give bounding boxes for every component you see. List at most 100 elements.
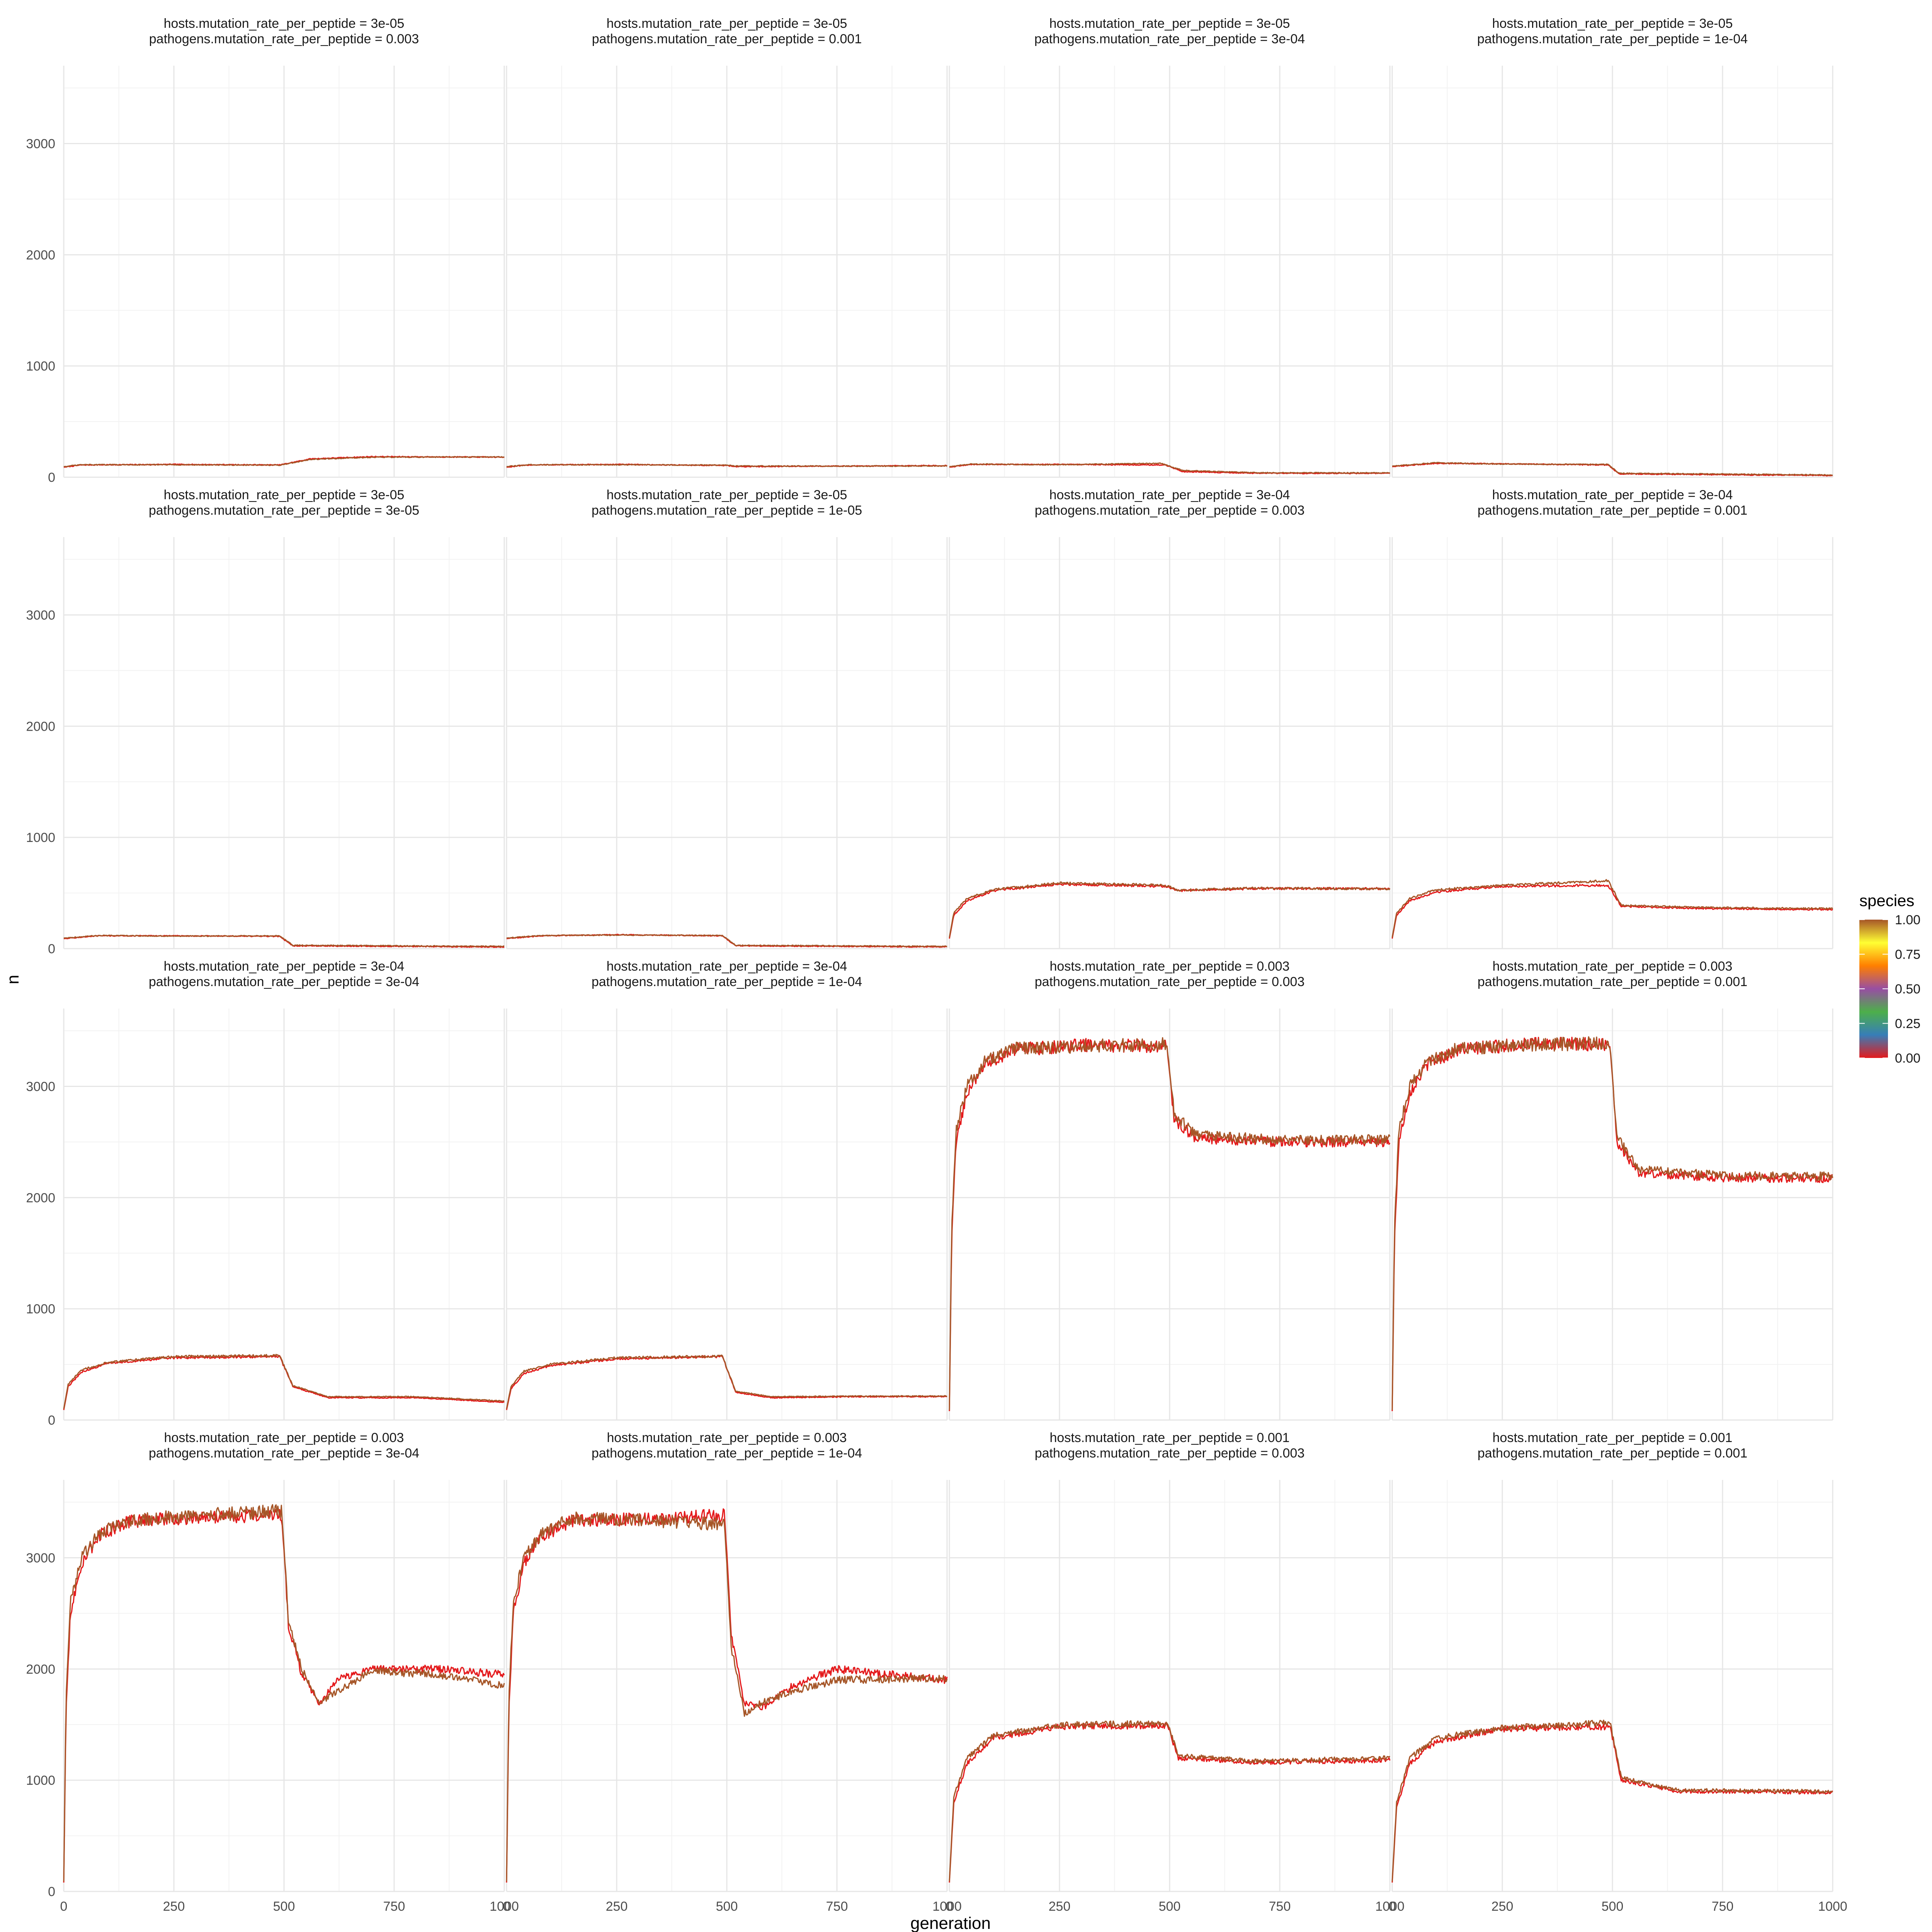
facet-strip-label: hosts.mutation_rate_per_peptide = 3e-05 — [607, 16, 847, 31]
facet-strip-label: pathogens.mutation_rate_per_peptide = 1e… — [592, 975, 862, 989]
series-line-species-1 — [949, 462, 1390, 474]
y-tick-label: 3000 — [26, 608, 55, 622]
facet-strip-label: hosts.mutation_rate_per_peptide = 0.003 — [164, 1430, 404, 1445]
series-line-species-1 — [1391, 879, 1833, 938]
x-tick-label: 1000 — [1375, 1899, 1405, 1914]
series-line-species-1 — [63, 1354, 505, 1409]
facet-strip-label: pathogens.mutation_rate_per_peptide = 0.… — [1035, 975, 1305, 989]
legend-title: species — [1859, 891, 1914, 910]
x-tick-label: 0 — [60, 1899, 68, 1914]
series-line-species-1 — [1392, 461, 1833, 476]
series-line-species-1 — [949, 881, 1391, 938]
facet-strip-label: pathogens.mutation_rate_per_peptide = 0.… — [1035, 503, 1305, 518]
x-axis-title: generation — [910, 1914, 991, 1932]
x-tick-label: 1000 — [490, 1899, 519, 1914]
facet-strip-label: hosts.mutation_rate_per_peptide = 3e-04 — [1049, 488, 1290, 502]
facet-panel: hosts.mutation_rate_per_peptide = 3e-04p… — [1391, 488, 1833, 949]
legend-tick-label: 0.00 — [1895, 1051, 1920, 1066]
y-tick-label: 1000 — [26, 1302, 55, 1316]
facet-panel: hosts.mutation_rate_per_peptide = 3e-05p… — [506, 16, 948, 478]
facet-panel: hosts.mutation_rate_per_peptide = 0.003p… — [26, 1430, 519, 1914]
x-tick-label: 250 — [163, 1899, 185, 1914]
facet-strip-label: pathogens.mutation_rate_per_peptide = 1e… — [592, 1446, 862, 1461]
legend-tick-label: 0.75 — [1895, 947, 1920, 962]
facet-strip-label: pathogens.mutation_rate_per_peptide = 3e… — [149, 1446, 419, 1461]
facet-strip-label: hosts.mutation_rate_per_peptide = 0.003 — [607, 1430, 847, 1445]
legend: species 0.00 0.25 0.50 0.75 1.00 — [1859, 891, 1920, 1066]
y-tick-label: 3000 — [26, 1551, 55, 1565]
facet-panels: hosts.mutation_rate_per_peptide = 3e-05p… — [26, 16, 1847, 1914]
facet-panel: hosts.mutation_rate_per_peptide = 3e-04p… — [949, 488, 1391, 949]
facet-panel: hosts.mutation_rate_per_peptide = 0.003p… — [503, 1430, 962, 1914]
x-tick-label: 750 — [826, 1899, 848, 1914]
x-tick-label: 500 — [1602, 1899, 1624, 1914]
facet-panel: hosts.mutation_rate_per_peptide = 0.003p… — [949, 959, 1391, 1421]
facet-strip-label: hosts.mutation_rate_per_peptide = 0.003 — [1050, 959, 1290, 974]
facet-panel: hosts.mutation_rate_per_peptide = 0.001p… — [946, 1430, 1405, 1914]
facet-strip-label: pathogens.mutation_rate_per_peptide = 3e… — [1034, 32, 1305, 46]
facet-strip-label: pathogens.mutation_rate_per_peptide = 1e… — [1477, 32, 1748, 46]
series-line-species-1 — [63, 934, 505, 947]
series-line-species-1 — [506, 1511, 948, 1882]
facet-strip-label: pathogens.mutation_rate_per_peptide = 0.… — [1478, 503, 1748, 518]
x-tick-label: 500 — [273, 1899, 295, 1914]
x-tick-label: 250 — [606, 1899, 628, 1914]
series-line-species-1 — [63, 456, 505, 468]
facet-strip-label: hosts.mutation_rate_per_peptide = 3e-05 — [607, 488, 847, 502]
series-line-species-1 — [1391, 1036, 1833, 1410]
y-axis-title: n — [3, 975, 22, 984]
x-tick-label: 750 — [383, 1899, 405, 1914]
x-tick-label: 1000 — [932, 1899, 962, 1914]
facet-strip-label: pathogens.mutation_rate_per_peptide = 0.… — [1478, 975, 1748, 989]
x-tick-label: 500 — [716, 1899, 738, 1914]
y-tick-label: 0 — [48, 470, 55, 485]
facet-strip-label: hosts.mutation_rate_per_peptide = 3e-05 — [164, 488, 405, 502]
facet-strip-label: pathogens.mutation_rate_per_peptide = 0.… — [592, 32, 862, 46]
x-tick-label: 0 — [946, 1899, 953, 1914]
facet-strip-label: pathogens.mutation_rate_per_peptide = 0.… — [1478, 1446, 1748, 1461]
x-tick-label: 250 — [1049, 1899, 1071, 1914]
x-tick-label: 750 — [1269, 1899, 1291, 1914]
facet-strip-label: hosts.mutation_rate_per_peptide = 3e-05 — [164, 16, 405, 31]
y-tick-label: 0 — [48, 1413, 55, 1428]
facet-panel: hosts.mutation_rate_per_peptide = 3e-05p… — [1391, 16, 1833, 478]
y-tick-label: 0 — [48, 1884, 55, 1899]
series-line-species-1 — [949, 1720, 1391, 1882]
series-line-species-1 — [1391, 1719, 1833, 1882]
x-tick-label: 0 — [1389, 1899, 1396, 1914]
facet-strip-label: hosts.mutation_rate_per_peptide = 0.001 — [1493, 1430, 1733, 1445]
x-tick-label: 250 — [1492, 1899, 1514, 1914]
facet-strip-label: hosts.mutation_rate_per_peptide = 3e-04 — [607, 959, 847, 974]
series-line-species-1 — [506, 934, 947, 947]
facet-strip-label: hosts.mutation_rate_per_peptide = 0.003 — [1493, 959, 1733, 974]
legend-tick-label: 0.25 — [1895, 1017, 1920, 1031]
x-tick-label: 1000 — [1818, 1899, 1847, 1914]
facet-panel: hosts.mutation_rate_per_peptide = 3e-04p… — [26, 959, 505, 1428]
y-tick-label: 2000 — [26, 248, 55, 262]
facet-strip-label: hosts.mutation_rate_per_peptide = 3e-04 — [1492, 488, 1733, 502]
y-tick-label: 0 — [48, 942, 55, 956]
facet-panel: hosts.mutation_rate_per_peptide = 3e-05p… — [26, 16, 505, 485]
legend-tick-label: 1.00 — [1895, 913, 1920, 927]
facet-panel: hosts.mutation_rate_per_peptide = 3e-05p… — [26, 488, 505, 956]
legend-ticks: 0.00 0.25 0.50 0.75 1.00 — [1859, 913, 1920, 1066]
x-tick-label: 500 — [1159, 1899, 1181, 1914]
series-line-species-0 — [1391, 1723, 1833, 1883]
y-tick-label: 2000 — [26, 1190, 55, 1205]
facet-strip-label: hosts.mutation_rate_per_peptide = 3e-04 — [164, 959, 405, 974]
series-line-species-1 — [949, 1037, 1391, 1410]
y-tick-label: 1000 — [26, 359, 55, 374]
y-tick-label: 3000 — [26, 1079, 55, 1094]
facet-strip-label: hosts.mutation_rate_per_peptide = 0.001 — [1050, 1430, 1290, 1445]
legend-tick-label: 0.50 — [1895, 982, 1920, 997]
x-tick-label: 0 — [503, 1899, 510, 1914]
facet-panel: hosts.mutation_rate_per_peptide = 0.003p… — [1391, 959, 1833, 1421]
y-tick-label: 1000 — [26, 1773, 55, 1788]
series-line-species-1 — [506, 464, 947, 468]
facet-strip-label: hosts.mutation_rate_per_peptide = 3e-05 — [1049, 16, 1290, 31]
facet-strip-label: pathogens.mutation_rate_per_peptide = 1e… — [592, 503, 862, 518]
facet-strip-label: pathogens.mutation_rate_per_peptide = 0.… — [149, 32, 419, 46]
facet-panel: hosts.mutation_rate_per_peptide = 3e-04p… — [506, 959, 948, 1421]
facet-panel: hosts.mutation_rate_per_peptide = 3e-05p… — [506, 488, 948, 949]
series-line-species-1 — [506, 1354, 947, 1409]
